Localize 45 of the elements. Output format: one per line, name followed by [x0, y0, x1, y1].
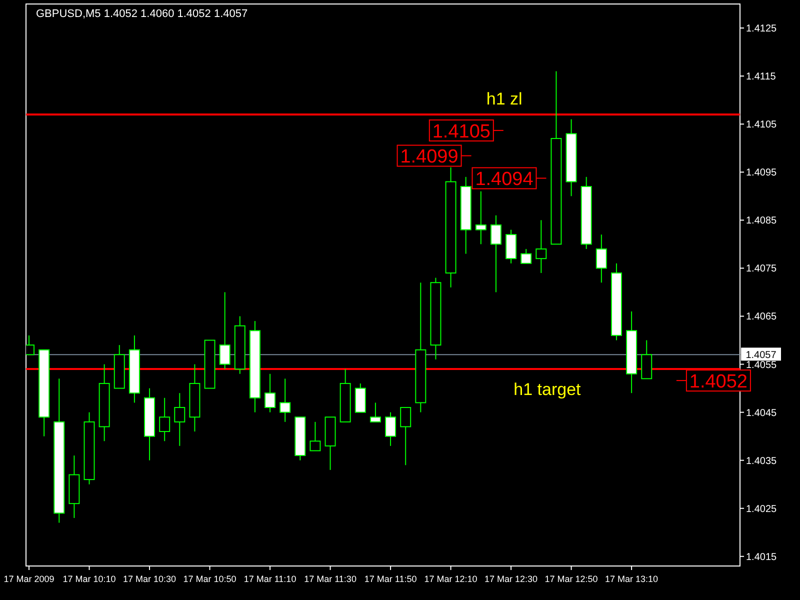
y-tick-label: 1.4075 — [746, 264, 778, 275]
ref-line-label: 1.4057 — [746, 350, 777, 362]
x-tick-label: 17 Mar 13:10 — [605, 574, 658, 584]
candlestick — [264, 373, 276, 413]
annotation: 1.4099 — [400, 146, 458, 168]
chart-title: GBPUSD,M5 1.4052 1.4060 1.4052 1.4057 — [36, 8, 248, 20]
y-tick-label: 1.4105 — [746, 120, 778, 131]
y-tick-label: 1.4025 — [746, 504, 778, 515]
candlestick — [159, 397, 170, 442]
candlestick — [370, 402, 381, 422]
ref-line-label: h1 zl — [486, 89, 522, 108]
candlestick — [520, 248, 532, 264]
x-tick-label: 17 Mar 11:50 — [364, 574, 417, 584]
y-tick-label: 1.4035 — [746, 456, 778, 467]
y-tick-label: 1.4045 — [746, 408, 778, 419]
candlestick — [310, 421, 321, 452]
y-tick-label: 1.4115 — [746, 72, 776, 83]
x-tick-label: 17 Mar 10:50 — [183, 574, 236, 584]
x-tick-label: 17 Mar 12:50 — [544, 574, 598, 584]
x-tick-label: 17 Mar 10:10 — [62, 574, 116, 584]
candlestick — [536, 220, 547, 274]
ref-line-label: h1 target — [514, 380, 582, 400]
x-tick-label: 17 Mar 11:10 — [244, 574, 296, 584]
y-tick-label: 1.4055 — [746, 360, 778, 371]
x-tick-label: 17 Mar 10:30 — [122, 574, 176, 584]
y-tick-label: 1.4015 — [746, 552, 778, 563]
y-tick-label: 1.4085 — [746, 216, 778, 227]
candlestick — [280, 378, 291, 422]
y-tick-label: 1.4125 — [746, 24, 778, 35]
candlestick — [400, 406, 412, 466]
x-tick-label: 17 Mar 12:10 — [424, 574, 478, 584]
annotation: 1.4094 — [475, 169, 534, 190]
candlestick — [596, 234, 607, 284]
candlestick — [385, 412, 396, 446]
candlestick — [475, 190, 486, 245]
candlestick — [219, 292, 230, 370]
candlestick — [490, 214, 502, 293]
x-tick-label: 17 Mar 11:30 — [304, 574, 356, 584]
x-tick-label: 17 Mar 12:30 — [484, 574, 538, 584]
x-tick-label: 17 Mar 2009 — [4, 574, 54, 584]
y-tick-label: 1.4065 — [746, 312, 778, 323]
annotation: 1.4105 — [432, 121, 490, 142]
y-tick-label: 1.4095 — [746, 168, 778, 179]
annotation: 1.4052 — [689, 372, 748, 393]
candlestick — [174, 392, 186, 446]
